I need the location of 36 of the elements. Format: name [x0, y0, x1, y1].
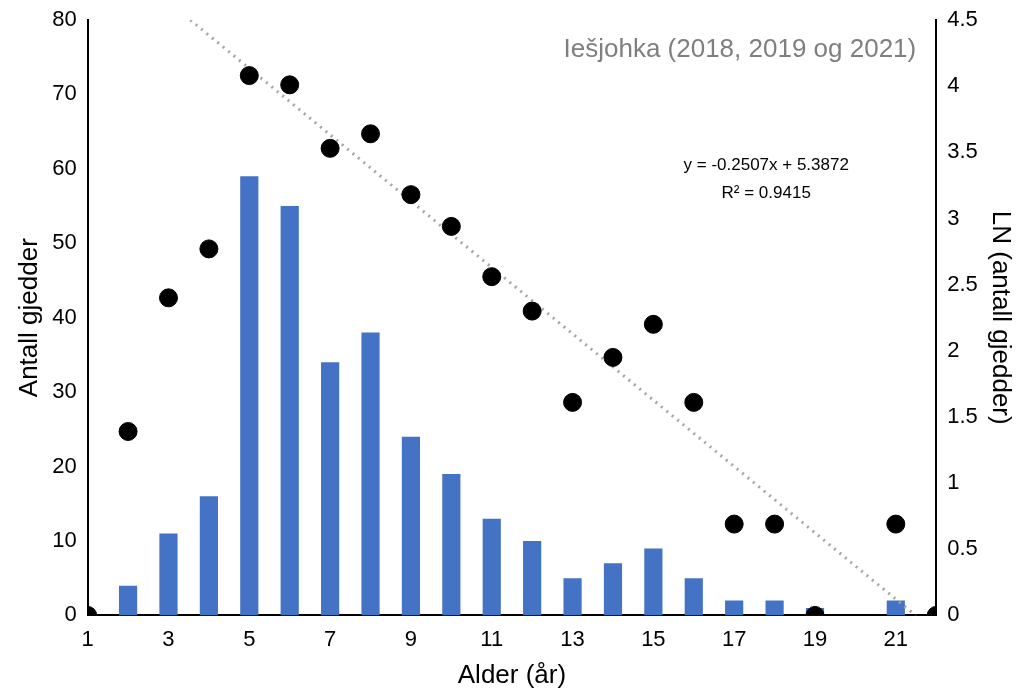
y2-tick-label: 3.5 [947, 138, 978, 164]
y-tick-label: 10 [52, 527, 77, 553]
y-tick-label: 80 [52, 6, 77, 32]
y-tick-label: 70 [52, 80, 77, 106]
x-tick-label: 17 [721, 625, 747, 651]
y2-tick-label: 0.5 [947, 535, 978, 561]
y2-tick-label: 1.5 [947, 403, 978, 428]
annotation: R² = 0.9415 [721, 182, 811, 202]
x-tick-label: 15 [641, 625, 666, 651]
y-tick-label: 60 [52, 154, 77, 180]
y-axis-title: Antall gjedder [12, 237, 43, 398]
text: Iešjohka (2018, 2019 og 2021) [563, 33, 917, 64]
x-tick-label: 13 [560, 625, 585, 651]
y2-tick-label: 4.5 [947, 6, 978, 32]
y2-tick-label: 1 [947, 469, 960, 495]
x-tick-label: 1 [81, 625, 94, 651]
y-tick-label: 20 [52, 452, 77, 478]
y2-tick-label: 2 [947, 336, 960, 362]
y-tick-label: 40 [52, 303, 77, 329]
x-tick-label: 11 [480, 625, 504, 651]
y-tick-label: 50 [52, 229, 77, 255]
y2-tick-label: 3 [947, 204, 960, 230]
y2-tick-label: 4 [947, 72, 960, 98]
y2-tick-label: 2.5 [947, 270, 978, 296]
x-axis-title: Alder (år) [457, 658, 567, 689]
x-tick-label: 9 [404, 625, 418, 651]
x-tick-label: 7 [323, 625, 337, 651]
x-tick-label: 21 [883, 625, 909, 651]
x-tick-label: 3 [162, 625, 175, 651]
annotation: y = -0.2507x + 5.3872 [683, 154, 849, 174]
y2-tick-label: 0 [947, 601, 960, 627]
y-tick-label: 0 [64, 601, 77, 627]
x-tick-label: 5 [243, 625, 256, 651]
y2-axis-title: LN (antall gjedder) [987, 210, 1018, 425]
x-tick-label: 19 [802, 625, 828, 651]
y-tick-label: 30 [52, 378, 77, 404]
